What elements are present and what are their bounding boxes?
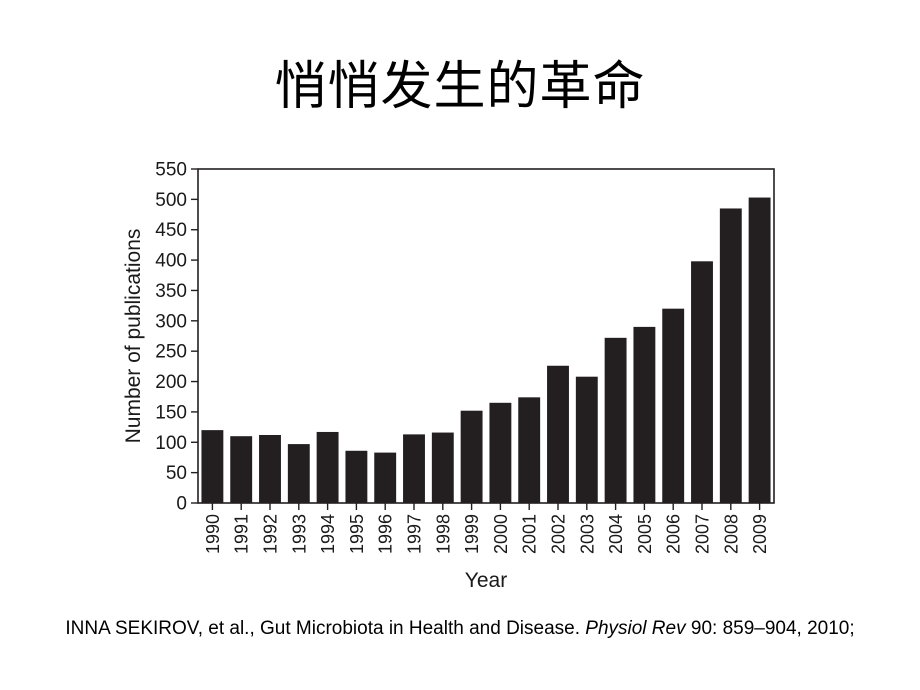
- bar-1996: [374, 452, 397, 503]
- x-tick-label: 2000: [491, 514, 511, 554]
- x-tick-label: 1997: [405, 514, 425, 554]
- x-tick-label: 1996: [376, 514, 396, 554]
- y-axis-ticks: 0 50 100 150 200 250 300 350 400 450 500 550: [155, 160, 198, 515]
- x-tick-label: 2003: [577, 514, 597, 554]
- y-tick-label: 400: [155, 251, 187, 272]
- x-tick-label: 2006: [664, 514, 684, 554]
- bar-1998: [431, 432, 454, 503]
- y-tick-label: 450: [155, 220, 187, 241]
- bar-2007: [691, 261, 713, 503]
- x-tick-label: 2009: [750, 514, 770, 554]
- bar-1999: [460, 410, 483, 503]
- citation-authors: INNA SEKIROV, et al., Gut Microbiota in …: [65, 618, 580, 639]
- citation-details: 90: 859–904, 2010;: [690, 618, 855, 639]
- bar-1997: [403, 434, 425, 503]
- x-tick-label: 1998: [433, 514, 453, 554]
- bar-1994: [316, 431, 339, 503]
- citation: INNA SEKIROV, et al., Gut Microbiota in …: [0, 618, 920, 640]
- bar-1993: [287, 444, 310, 503]
- x-axis-ticks: 1990 1991 1992 1993 1994 1995 1996 1997 1998 1999…: [203, 503, 770, 554]
- bar-2000: [489, 402, 512, 503]
- x-axis-label: Year: [465, 569, 507, 592]
- bar-2003: [575, 376, 598, 503]
- y-tick-label: 350: [155, 281, 187, 302]
- y-tick-label: 250: [155, 342, 187, 363]
- y-tick-label: 200: [155, 372, 187, 393]
- y-tick-label: 0: [176, 494, 187, 515]
- bars: [201, 197, 771, 504]
- x-tick-label: 2004: [606, 514, 626, 554]
- x-tick-label: 2007: [693, 514, 713, 554]
- bar-2006: [662, 308, 685, 503]
- y-tick-label: 300: [155, 311, 187, 332]
- x-tick-label: 1995: [347, 514, 367, 554]
- x-tick-label: 1999: [462, 514, 482, 554]
- slide-title: 悄悄发生的革命: [274, 57, 646, 117]
- y-tick-label: 100: [155, 433, 187, 454]
- bar-2004: [604, 337, 627, 503]
- x-tick-label: 1994: [318, 514, 338, 554]
- x-tick-label: 1992: [261, 514, 281, 554]
- bar-1992: [259, 434, 281, 503]
- x-tick-label: 1991: [232, 514, 252, 554]
- x-tick-label: 2008: [721, 514, 741, 554]
- x-tick-label: 1993: [289, 514, 309, 554]
- citation-journal: Physiol Rev: [585, 618, 686, 639]
- x-tick-label: 2002: [549, 514, 569, 554]
- y-tick-label: 50: [166, 463, 187, 484]
- y-tick-label: 500: [155, 190, 187, 211]
- x-tick-label: 1990: [203, 514, 223, 554]
- y-tick-label: 550: [155, 160, 187, 181]
- x-tick-label: 2001: [520, 514, 540, 554]
- bar-2009: [748, 197, 771, 503]
- bar-2002: [547, 365, 569, 503]
- x-tick-label: 2005: [635, 514, 655, 554]
- bar-1990: [201, 430, 224, 503]
- bar-2005: [633, 326, 656, 503]
- bar-1991: [230, 436, 253, 503]
- y-tick-label: 150: [155, 402, 187, 423]
- y-axis-label: Number of publications: [122, 229, 145, 444]
- plot-frame: [197, 168, 775, 504]
- bar-2001: [518, 397, 541, 503]
- bar-1995: [345, 450, 368, 503]
- bar-2008: [719, 208, 742, 504]
